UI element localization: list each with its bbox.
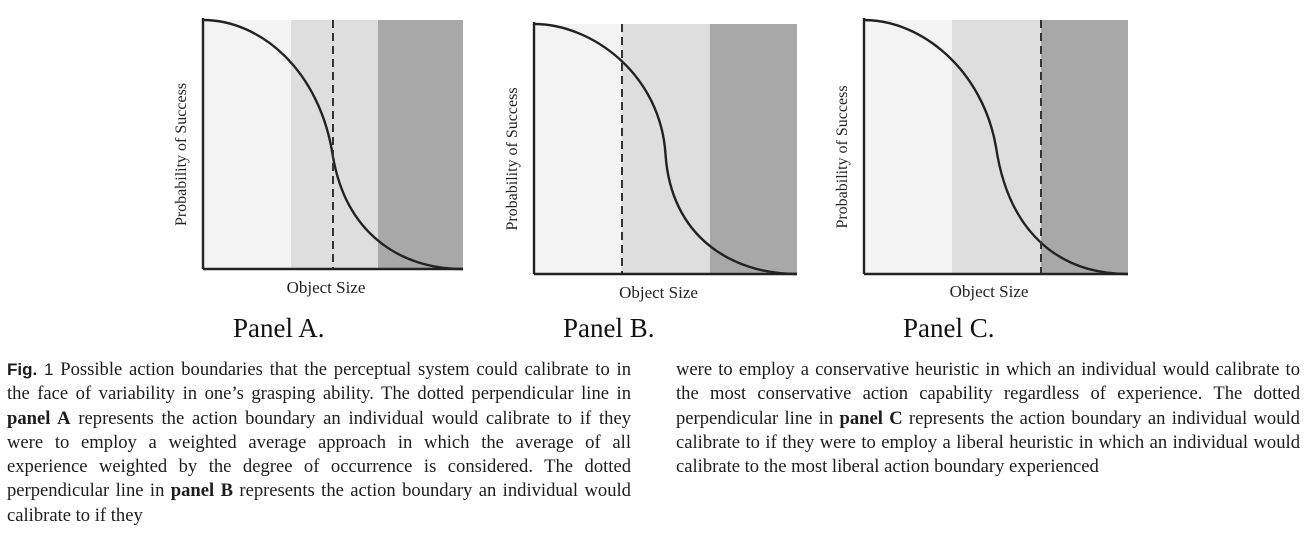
x-axis-label: Object Size [950, 282, 1029, 301]
y-axis-label: Probability of Success [173, 83, 190, 226]
caption-text: represents the action boundary an indivi… [7, 407, 631, 502]
caption-fig-label: Fig. [7, 360, 38, 379]
panel-a-label: Panel A. [233, 313, 325, 343]
caption-text: were to employ a conservative heuristic … [676, 359, 1300, 429]
region-dark [710, 24, 797, 274]
region-dark [1041, 20, 1128, 274]
panel-c: Object Size Probability of Success [834, 18, 1129, 301]
y-axis-label: Probability of Success [504, 87, 521, 230]
region-dark [378, 20, 463, 269]
success-curve [533, 22, 798, 276]
caption-text: represents the action boundary an indivi… [676, 407, 1300, 478]
panel-c-label: Panel C. [903, 313, 995, 343]
caption-text: Possible action boundaries that the perc… [7, 359, 632, 405]
region-light [203, 20, 291, 269]
panel-b-label: Panel B. [563, 313, 655, 343]
panel-b: Object Size Probability of Success [504, 22, 798, 302]
caption-text: represents the action boundary an indivi… [7, 480, 631, 526]
caption-right-column: were to employ a conservative heuristic … [676, 358, 1300, 479]
x-axis-label: Object Size [619, 283, 698, 302]
caption-panel-ref: panel A [7, 407, 71, 429]
caption-fig-number: 1 [44, 360, 54, 379]
x-axis-label: Object Size [287, 278, 366, 297]
region-light [534, 24, 622, 274]
caption-left-column: Fig. 1 Possible action boundaries that t… [7, 358, 631, 528]
success-curve [863, 18, 1129, 276]
panel-a: Object Size Probability of Success [173, 18, 464, 297]
y-axis-label: Probability of Success [834, 85, 851, 228]
region-light [864, 20, 952, 274]
caption-panel-ref: panel C [839, 407, 903, 429]
region-medium [291, 20, 378, 269]
caption-panel-ref: panel B [170, 480, 233, 502]
